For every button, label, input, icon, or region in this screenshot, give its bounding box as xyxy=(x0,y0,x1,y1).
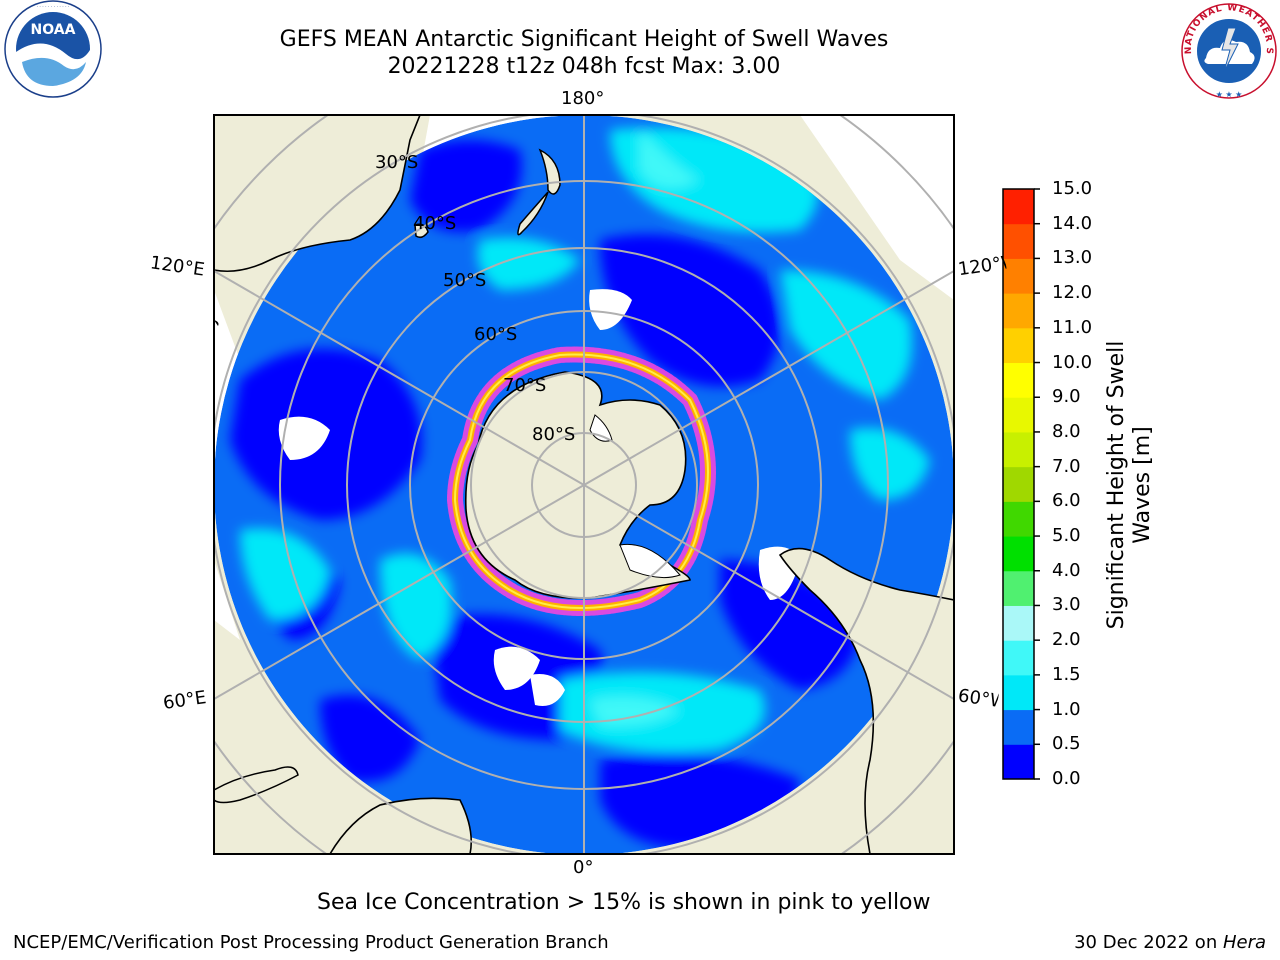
colorbar-tick-label: 0.5 xyxy=(1052,733,1081,755)
colorbar-segment xyxy=(1003,640,1034,676)
lat-label-50s: 50°S xyxy=(443,270,487,291)
colorbar-segment xyxy=(1003,709,1034,745)
colorbar-segment xyxy=(1003,362,1034,398)
colorbar-tick-label: 6.0 xyxy=(1052,490,1081,512)
svg-text:· · · · · · · · · · · ·: · · · · · · · · · · · · xyxy=(37,5,70,10)
colorbar-tick-label: 1.0 xyxy=(1052,698,1081,720)
colorbar-segment xyxy=(1003,674,1034,711)
lat-label-30s: 30°S xyxy=(375,152,419,173)
colorbar-segment xyxy=(1003,293,1034,329)
footer-machine: Hera xyxy=(1222,932,1266,953)
colorbar-tick-label: 10.0 xyxy=(1052,351,1093,373)
colorbar xyxy=(1003,188,1040,780)
svg-text:★ ★ ★: ★ ★ ★ xyxy=(1216,90,1243,99)
colorbar-segment xyxy=(1003,223,1034,259)
colorbar-tick-label: 5.0 xyxy=(1052,525,1081,547)
colorbar-segment xyxy=(1003,431,1034,468)
sea-ice-note: Sea Ice Concentration > 15% is shown in … xyxy=(317,890,931,915)
colorbar-segment xyxy=(1003,189,1034,225)
footer-date: 30 Dec 2022 on Hera xyxy=(1074,932,1266,953)
colorbar-tick-label: 14.0 xyxy=(1052,212,1093,234)
nws-logo: NATIONAL WEATHER SERVICE ★ ★ ★ xyxy=(1178,2,1277,99)
colorbar-tick-label: 12.0 xyxy=(1052,282,1093,304)
colorbar-segment xyxy=(1003,397,1034,433)
lon-label-180: 180° xyxy=(561,88,605,109)
colorbar-tick-label: 4.0 xyxy=(1052,559,1081,581)
footer-branch: NCEP/EMC/Verification Post Processing Pr… xyxy=(13,932,609,953)
colorbar-tick-label: 1.5 xyxy=(1052,663,1081,685)
colorbar-segment xyxy=(1003,536,1034,572)
noaa-logo: NOAA · · · · · · · · · · · · xyxy=(4,0,102,98)
colorbar-segment xyxy=(1003,501,1034,537)
colorbar-tick-label: 9.0 xyxy=(1052,386,1081,408)
lon-label-0: 0° xyxy=(573,857,594,878)
lat-label-60s: 60°S xyxy=(474,324,518,345)
lat-label-40s: 40°S xyxy=(413,213,457,234)
colorbar-segment xyxy=(1003,466,1034,502)
lat-label-80s: 80°S xyxy=(532,424,576,445)
noaa-logo-text: NOAA xyxy=(31,22,76,38)
colorbar-tick-label: 3.0 xyxy=(1052,594,1081,616)
colorbar-tick-label: 8.0 xyxy=(1052,420,1081,442)
colorbar-tick-label: 2.0 xyxy=(1052,629,1081,651)
colorbar-segment xyxy=(1003,327,1034,364)
colorbar-segment xyxy=(1003,258,1034,294)
colorbar-segment xyxy=(1003,744,1034,780)
colorbar-segment xyxy=(1003,605,1034,641)
colorbar-tick-label: 13.0 xyxy=(1052,247,1093,269)
lat-label-70s: 70°S xyxy=(503,375,547,396)
colorbar-tick-label: 11.0 xyxy=(1052,316,1093,338)
chart-title: GEFS MEAN Antarctic Significant Height o… xyxy=(279,27,889,52)
colorbar-tick-label: 7.0 xyxy=(1052,455,1081,477)
colorbar-tick-label: 0.0 xyxy=(1052,768,1081,789)
colorbar-segment xyxy=(1003,570,1034,606)
colorbar-tick-label: 15.0 xyxy=(1052,178,1093,199)
chart-subtitle: 20221228 t12z 048h fcst Max: 3.00 xyxy=(387,54,781,79)
